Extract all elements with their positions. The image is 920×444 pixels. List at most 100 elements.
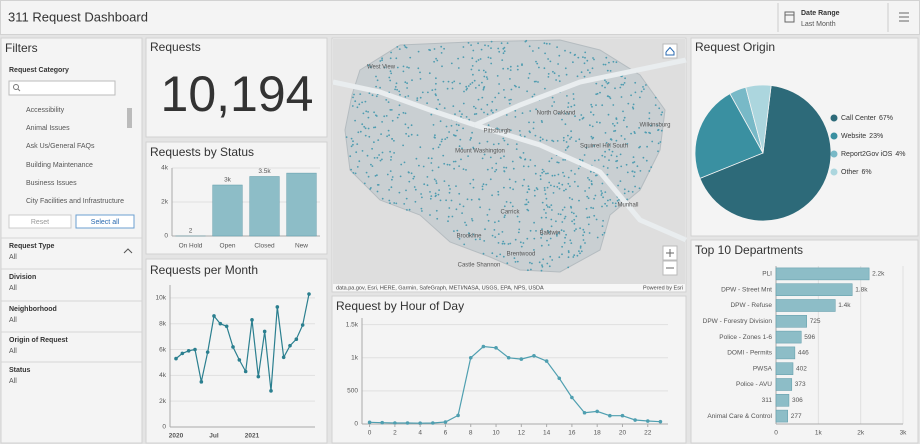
map-dot bbox=[525, 203, 528, 206]
map-dot bbox=[512, 188, 514, 191]
x-tick-label: 20 bbox=[619, 430, 627, 437]
data-label: 277 bbox=[791, 413, 802, 420]
category-option[interactable]: Animal Issues bbox=[26, 125, 70, 132]
category-option[interactable]: City Facilities and Infrastructure bbox=[26, 198, 124, 205]
map-dot bbox=[497, 47, 500, 50]
map-dot bbox=[432, 147, 435, 150]
map-dot bbox=[499, 253, 502, 256]
map-dot bbox=[572, 98, 575, 100]
map-dot bbox=[435, 57, 437, 60]
map-dot bbox=[458, 192, 461, 195]
map-dot bbox=[413, 175, 416, 178]
point bbox=[294, 337, 299, 342]
map-dot bbox=[402, 144, 404, 147]
map-dot bbox=[518, 130, 521, 132]
map-dot bbox=[601, 225, 604, 228]
map-dot bbox=[593, 214, 596, 217]
date-range-button[interactable]: Date Range Last Month bbox=[784, 10, 840, 28]
category-option[interactable]: Building Maintenance bbox=[26, 162, 93, 169]
map-dot bbox=[509, 129, 512, 132]
map-dot bbox=[613, 130, 615, 133]
map-dot bbox=[541, 264, 543, 267]
map-dot bbox=[545, 216, 547, 219]
category-option[interactable]: Ask Us/General FAQs bbox=[26, 143, 95, 150]
map-dot bbox=[502, 52, 505, 55]
select-all-button[interactable] bbox=[75, 214, 135, 229]
y-tick-label: 0 bbox=[164, 233, 168, 240]
map-dot bbox=[462, 168, 465, 171]
map-dot bbox=[365, 110, 368, 113]
filter-group-label[interactable]: Neighborhood bbox=[9, 306, 57, 313]
map-dot bbox=[610, 138, 613, 141]
map-dot bbox=[616, 122, 619, 124]
filter-group-label[interactable]: Status bbox=[9, 367, 31, 374]
map-dot bbox=[571, 220, 573, 223]
map-dot bbox=[503, 205, 506, 208]
place-label: Brookline bbox=[456, 234, 482, 240]
map-dot bbox=[658, 107, 661, 110]
map-dot bbox=[370, 163, 372, 166]
scrollbar[interactable] bbox=[127, 108, 132, 128]
collapse-icon[interactable] bbox=[123, 248, 133, 254]
map-dot bbox=[404, 123, 407, 126]
filter-group-label[interactable]: Division bbox=[9, 274, 36, 281]
filter-group-label[interactable]: Request Type bbox=[9, 243, 54, 250]
search-input[interactable] bbox=[8, 80, 116, 96]
map-dot bbox=[475, 113, 478, 115]
map-dot bbox=[487, 45, 490, 47]
map-dot bbox=[406, 82, 408, 85]
map-dot bbox=[486, 140, 489, 143]
map-dot bbox=[467, 42, 470, 44]
map-dot bbox=[443, 107, 446, 109]
map-dot bbox=[526, 237, 529, 240]
map-dot bbox=[445, 125, 448, 128]
map-dot bbox=[544, 193, 547, 195]
map-dot bbox=[602, 196, 604, 199]
map-dot bbox=[533, 93, 536, 96]
menu-button[interactable] bbox=[899, 12, 909, 22]
map-dot bbox=[578, 119, 581, 121]
legend-entry: Report2Gov iOS 4% bbox=[841, 151, 905, 158]
map-dot bbox=[405, 132, 407, 135]
map-dot bbox=[371, 147, 373, 150]
filter-group-label[interactable]: Origin of Request bbox=[9, 337, 68, 344]
map-dot bbox=[548, 231, 550, 234]
map-dot bbox=[514, 261, 517, 263]
map-dot bbox=[612, 122, 614, 125]
map-dot bbox=[416, 134, 419, 137]
reset-button[interactable] bbox=[8, 214, 72, 229]
map-dot bbox=[526, 90, 528, 93]
map-dot bbox=[466, 87, 468, 90]
map-dot bbox=[547, 230, 549, 232]
map-dot bbox=[443, 162, 446, 165]
map-dot bbox=[604, 86, 606, 89]
map-dot bbox=[417, 50, 420, 53]
map-dot bbox=[532, 121, 535, 124]
point bbox=[431, 421, 435, 425]
map-dot bbox=[592, 57, 594, 59]
y-tick-label: 4k bbox=[159, 372, 167, 379]
map-dot bbox=[410, 124, 413, 127]
map-dot bbox=[404, 96, 407, 98]
home-button[interactable] bbox=[662, 43, 678, 59]
map-dot bbox=[614, 202, 617, 205]
map-dot bbox=[398, 113, 400, 116]
category-option[interactable]: Accessibility bbox=[26, 107, 65, 114]
map-dot bbox=[491, 252, 494, 255]
map-dot bbox=[501, 242, 504, 245]
map-dot bbox=[495, 255, 498, 258]
map-dot bbox=[505, 201, 508, 203]
map-dot bbox=[394, 86, 397, 88]
x-tick-label: 4 bbox=[418, 430, 422, 437]
map-dot bbox=[619, 153, 622, 156]
category-option[interactable]: Business Issues bbox=[26, 180, 77, 187]
map-dot bbox=[585, 146, 588, 149]
map-dot bbox=[456, 229, 459, 232]
map-dot bbox=[616, 199, 619, 202]
map-dot bbox=[395, 82, 398, 85]
map-dot bbox=[399, 175, 402, 178]
map-dot bbox=[396, 88, 398, 91]
map-dot bbox=[642, 156, 645, 159]
map-dot bbox=[403, 161, 406, 164]
map-dot bbox=[567, 266, 570, 269]
